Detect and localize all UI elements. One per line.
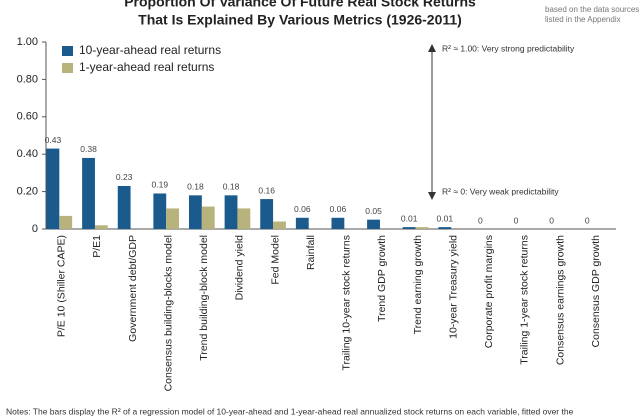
bar [331,217,345,229]
bar [153,193,167,229]
data-label: 0.06 [330,204,347,214]
y-tick-label: 0.60 [17,111,38,123]
data-label: 0 [478,215,483,225]
notes: Notes: The bars display the R² of a regr… [6,406,574,416]
x-tick-label: Trailing 1-year stock returns [519,235,531,365]
bar [438,227,452,229]
x-tick-label: Rainfall [305,235,317,270]
bar [82,157,95,229]
bar [188,195,202,229]
chart-title: That Is Explained By Various Metrics (19… [138,12,462,28]
y-tick-label: 1.00 [17,36,38,48]
data-label: 0 [585,215,590,225]
chart-title: Proportion Of Variance Of Future Real St… [124,0,476,10]
bar [237,208,251,229]
data-label: 0.01 [401,213,418,223]
x-tick-label: P/E1 [91,235,103,258]
data-label: 0 [514,215,519,225]
data-label: 0.18 [187,182,204,192]
x-tick-label: 10-year Treasury yield [447,235,459,339]
source: based on the data sources [545,5,639,14]
x-tick-label: P/E 10 (Shiller CAPE) [56,235,68,337]
bar [117,185,131,229]
x-tick-label: Consensus earnings growth [554,235,566,365]
data-label: 0.43 [45,135,62,145]
data-label: 0 [549,215,554,225]
x-tick-label: Trend GDP growth [376,235,388,322]
data-label: 0.06 [294,204,311,214]
data-label: 0.01 [437,213,454,223]
data-label: 0.19 [152,180,169,190]
source: listed in the Appendix [545,15,621,24]
bar [224,195,238,229]
legend-swatch [62,46,73,56]
x-tick-label: Trend earning growth [412,235,424,335]
y-tick-label: 0 [32,223,38,235]
bar [166,208,180,229]
bar [94,225,108,229]
data-label: 0.23 [116,172,133,182]
bar [46,148,60,229]
x-tick-label: Trailing 10-year stock returns [341,235,353,371]
data-label: 0.16 [258,185,275,195]
annotation: R² ≈ 1.00: Very strong predictability [442,43,575,53]
x-tick-label: Consensus building-blocks model [162,235,174,391]
y-tick-label: 0.40 [17,148,38,160]
x-tick-label: Fed Model [269,235,281,285]
legend-swatch [62,63,73,73]
bar [273,221,286,229]
data-label: 0.18 [223,182,240,192]
legend-label: 1-year-ahead real returns [79,60,214,74]
bar [367,219,380,229]
x-tick-label: Trend building-block model [198,235,210,361]
y-tick-label: 0.20 [17,186,38,198]
y-tick-label: 0.80 [17,73,38,85]
bar [59,215,73,229]
x-tick-label: Consensus GDP growth [590,235,602,348]
legend-label: 10-year-ahead real returns [79,43,221,57]
x-tick-label: Government debt/GDP [127,235,139,342]
x-tick-label: Dividend yield [234,235,246,301]
data-label: 0.05 [365,206,382,216]
bar [260,199,274,229]
bar [402,227,416,229]
bar [295,217,309,229]
x-tick-label: Corporate profit margins [483,235,495,348]
bar [415,227,429,229]
annotation: R² ≈ 0: Very weak predictability [442,186,559,196]
bar [201,206,215,229]
data-label: 0.38 [80,144,97,154]
